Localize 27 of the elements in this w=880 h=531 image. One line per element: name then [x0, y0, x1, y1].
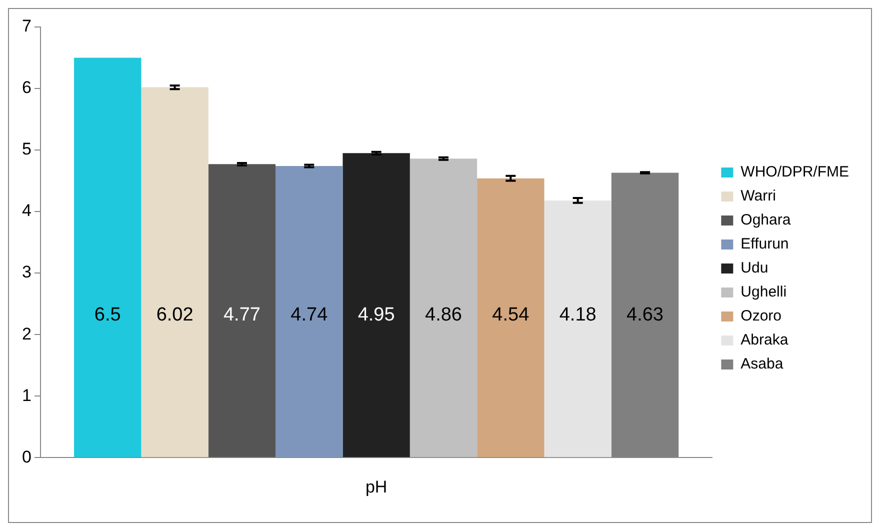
y-tick-label: 5: [22, 140, 32, 159]
y-tick-label: 1: [22, 386, 32, 405]
legend-label: Ozoro: [740, 308, 782, 325]
data-label: 6.02: [156, 304, 194, 326]
legend-label: Warri: [740, 188, 776, 205]
x-tick-label: pH: [365, 477, 388, 496]
y-tick-label: 4: [22, 201, 32, 220]
legend-label: Ughelli: [740, 284, 787, 301]
legend-label: Oghara: [740, 212, 792, 229]
data-label: 4.95: [358, 304, 395, 326]
data-label: 4.77: [223, 304, 260, 326]
legend-label: Udu: [740, 260, 768, 277]
data-label: 6.5: [94, 304, 121, 326]
legend-label: WHO/DPR/FME: [740, 164, 850, 181]
data-label: 4.18: [559, 304, 596, 326]
data-label: 4.86: [424, 304, 462, 326]
legend-label: Effurun: [740, 236, 789, 253]
legend-label: Abraka: [740, 332, 789, 349]
legend-label: Asaba: [740, 356, 784, 373]
y-tick-label: 6: [22, 78, 32, 98]
y-tick-label: 3: [22, 262, 32, 282]
data-label: 4.54: [492, 304, 530, 326]
data-label: 4.74: [290, 304, 328, 326]
y-tick-label: 2: [22, 324, 32, 344]
data-label: 4.63: [626, 304, 664, 326]
y-tick-label: 7: [22, 16, 32, 36]
y-tick-label: 0: [22, 447, 32, 466]
